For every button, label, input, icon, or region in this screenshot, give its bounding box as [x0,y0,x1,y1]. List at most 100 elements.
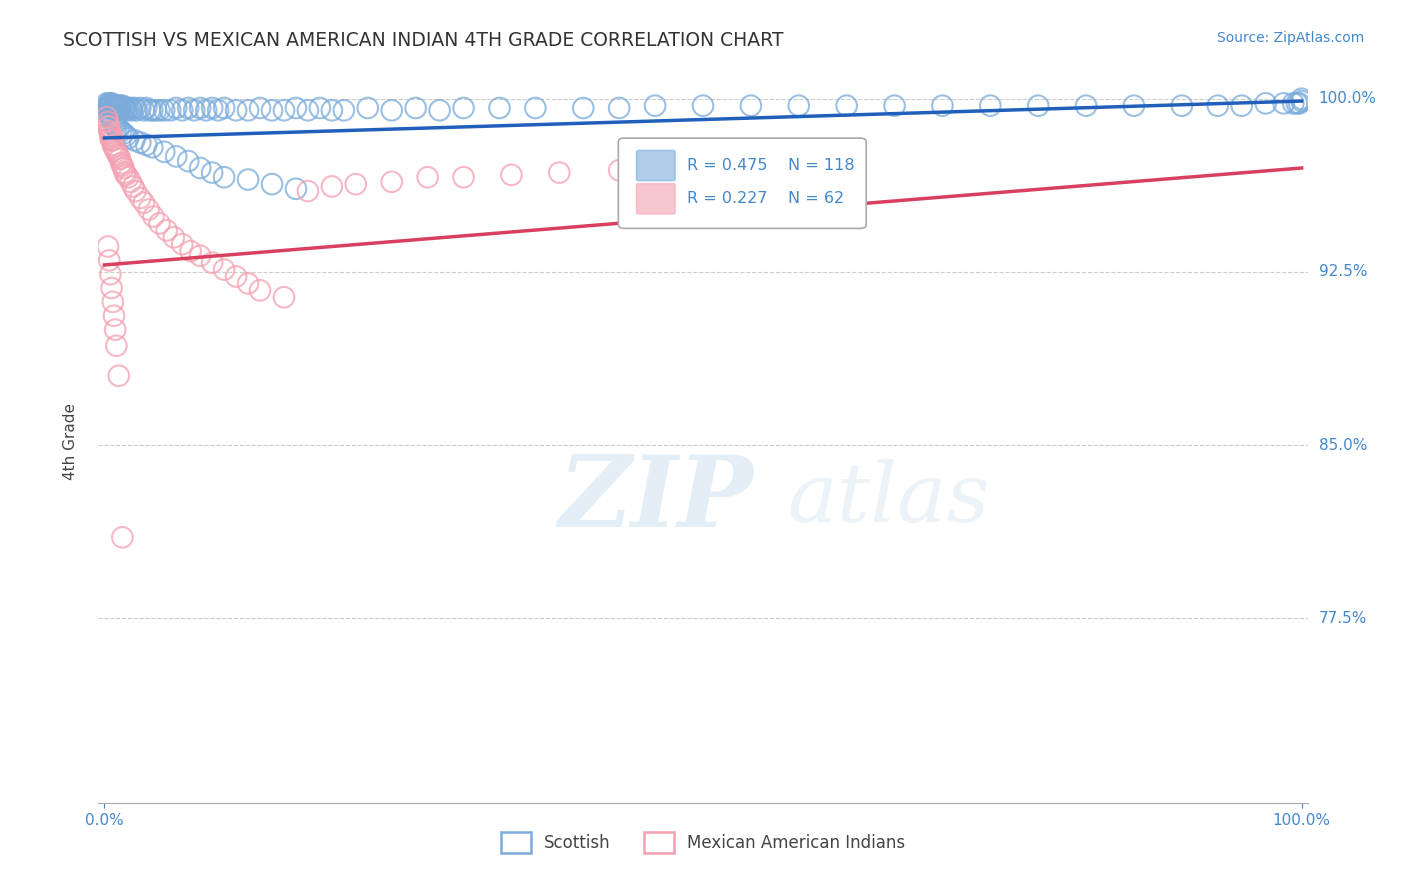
Point [108,98,131,112]
Point [141,140,163,154]
Point [883,98,905,112]
Point [212,262,235,277]
Point [183,103,205,118]
Point [97,105,120,120]
Point [1171,98,1194,112]
Point [309,101,332,115]
Point [107,103,129,118]
Text: 77.5%: 77.5% [1319,611,1367,625]
Point [188,249,211,263]
Point [188,101,211,115]
Point [225,103,247,118]
Point [105,101,128,115]
Point [125,103,148,118]
Point [297,184,319,198]
Point [108,103,131,118]
Point [114,101,136,115]
Point [1291,92,1313,106]
Point [124,184,146,198]
Point [679,161,702,175]
Point [114,166,136,180]
Point [96,110,118,124]
Point [104,322,127,336]
Point [453,170,475,185]
Text: Source: ZipAtlas.com: Source: ZipAtlas.com [1216,31,1364,45]
Point [153,103,176,118]
Point [103,309,125,323]
Point [98,96,121,111]
Point [141,103,163,118]
Point [1272,96,1295,111]
Point [1206,98,1229,112]
Point [110,101,132,115]
Point [98,98,121,112]
Point [212,170,235,185]
Point [100,110,122,124]
Point [284,182,307,196]
Point [644,98,666,112]
Point [120,175,142,189]
Point [100,101,122,115]
Point [1123,98,1146,112]
Point [103,101,125,115]
Point [107,147,129,161]
Point [117,131,139,145]
Point [931,98,953,112]
Point [787,98,810,112]
Point [98,120,121,134]
Point [97,101,120,115]
Text: R = 0.227    N = 62: R = 0.227 N = 62 [688,191,845,206]
Point [488,101,510,115]
Text: 92.5%: 92.5% [1319,264,1367,279]
Point [212,101,235,115]
Point [405,101,427,115]
Point [96,96,118,111]
Point [111,159,134,173]
Point [104,103,127,118]
Point [260,177,283,191]
Point [115,128,138,143]
Point [103,117,125,131]
Point [1230,98,1253,112]
Text: R = 0.475    N = 118: R = 0.475 N = 118 [688,158,855,173]
Point [101,101,124,115]
Point [112,161,135,175]
Point [524,101,547,115]
Point [188,161,211,175]
Point [100,96,122,111]
Point [148,103,170,118]
Point [201,101,224,115]
Point [236,103,259,118]
Point [101,294,124,309]
Point [101,115,124,129]
Point [100,281,122,295]
Point [100,98,122,112]
Point [165,149,187,163]
Point [249,101,271,115]
Point [100,112,122,127]
Point [107,98,129,112]
Text: SCOTTISH VS MEXICAN AMERICAN INDIAN 4TH GRADE CORRELATION CHART: SCOTTISH VS MEXICAN AMERICAN INDIAN 4TH … [63,31,783,50]
Point [607,163,630,178]
Point [381,175,404,189]
Point [98,124,121,138]
Text: 100.0%: 100.0% [1319,91,1376,106]
Point [124,133,146,147]
Point [1282,96,1305,111]
Point [107,368,129,383]
Point [321,103,343,118]
Point [1026,98,1049,112]
Point [148,216,170,230]
Point [97,239,120,253]
Point [429,103,451,118]
Point [260,103,283,118]
Point [108,152,131,166]
Point [156,223,179,237]
Point [138,202,160,217]
Point [344,177,367,191]
Legend: Scottish, Mexican American Indians: Scottish, Mexican American Indians [494,826,912,860]
Point [105,121,128,136]
Point [132,195,155,210]
Point [381,103,404,118]
Point [979,98,1001,112]
